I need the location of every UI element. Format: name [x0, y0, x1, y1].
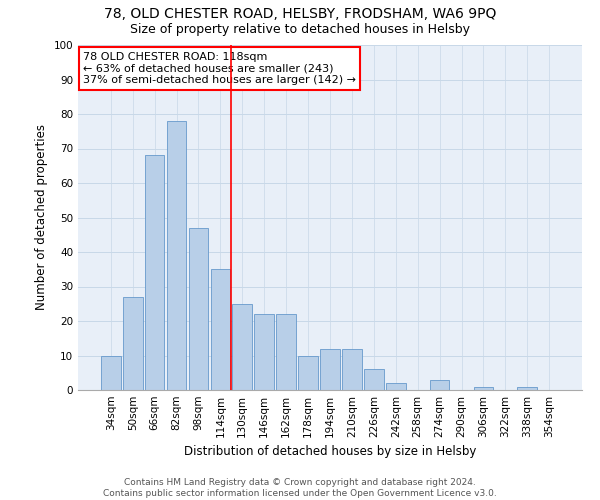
Bar [320, 348, 340, 390]
Y-axis label: Number of detached properties: Number of detached properties [35, 124, 48, 310]
Text: Contains HM Land Registry data © Crown copyright and database right 2024.
Contai: Contains HM Land Registry data © Crown c… [103, 478, 497, 498]
Bar [145, 156, 164, 390]
Bar [211, 269, 230, 390]
Text: 78, OLD CHESTER ROAD, HELSBY, FRODSHAM, WA6 9PQ: 78, OLD CHESTER ROAD, HELSBY, FRODSHAM, … [104, 8, 496, 22]
Bar [473, 386, 493, 390]
Bar [101, 356, 121, 390]
Bar [188, 228, 208, 390]
Text: 78 OLD CHESTER ROAD: 118sqm
← 63% of detached houses are smaller (243)
37% of se: 78 OLD CHESTER ROAD: 118sqm ← 63% of det… [83, 52, 356, 85]
Bar [232, 304, 252, 390]
X-axis label: Distribution of detached houses by size in Helsby: Distribution of detached houses by size … [184, 446, 476, 458]
Bar [342, 348, 362, 390]
Bar [430, 380, 449, 390]
Bar [123, 297, 143, 390]
Bar [386, 383, 406, 390]
Bar [167, 121, 187, 390]
Bar [517, 386, 537, 390]
Bar [254, 314, 274, 390]
Bar [364, 370, 384, 390]
Bar [276, 314, 296, 390]
Bar [298, 356, 318, 390]
Text: Size of property relative to detached houses in Helsby: Size of property relative to detached ho… [130, 22, 470, 36]
